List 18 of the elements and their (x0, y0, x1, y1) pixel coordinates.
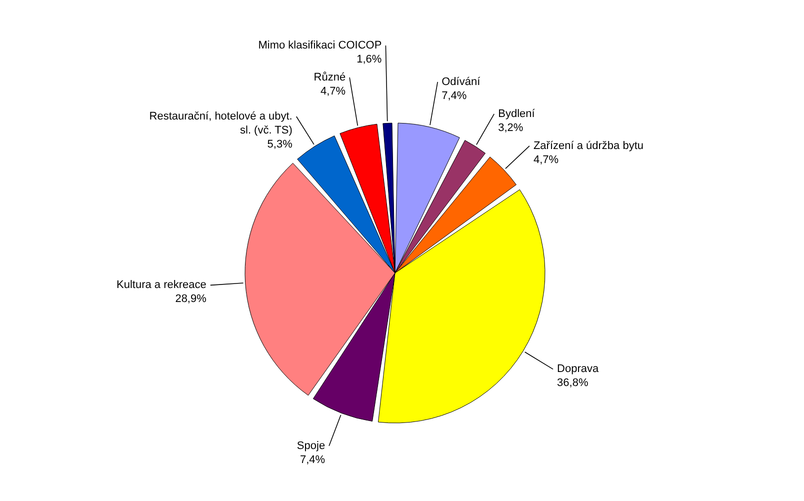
data-label: 4,7% (533, 154, 559, 166)
slice-label: Spoje (296, 440, 326, 452)
data-label: 28,9% (175, 293, 207, 306)
slice-label: Restaurační, hotelové a ubyt. sl. (vč. TS) (149, 110, 292, 136)
slice-label: Různé (314, 71, 346, 84)
slice-label: Bydlení (498, 108, 536, 120)
data-label: 36,8% (557, 377, 588, 390)
slice-label: Mimo klasifikaci COICOP (258, 39, 382, 52)
data-label: 7,4% (300, 454, 326, 466)
slice-label: Kultura a rekreace (116, 279, 206, 292)
slice-label: Zařízení a údržba bytu (533, 140, 644, 152)
data-label: 1,6% (356, 53, 382, 66)
data-label: 4,7% (320, 85, 346, 98)
data-label: 3,2% (498, 122, 524, 134)
slice-label: Odívání (442, 76, 482, 88)
data-label: 7,4% (442, 90, 467, 102)
slice-label: Doprava (557, 363, 600, 376)
data-label: 5,3% (267, 138, 293, 150)
